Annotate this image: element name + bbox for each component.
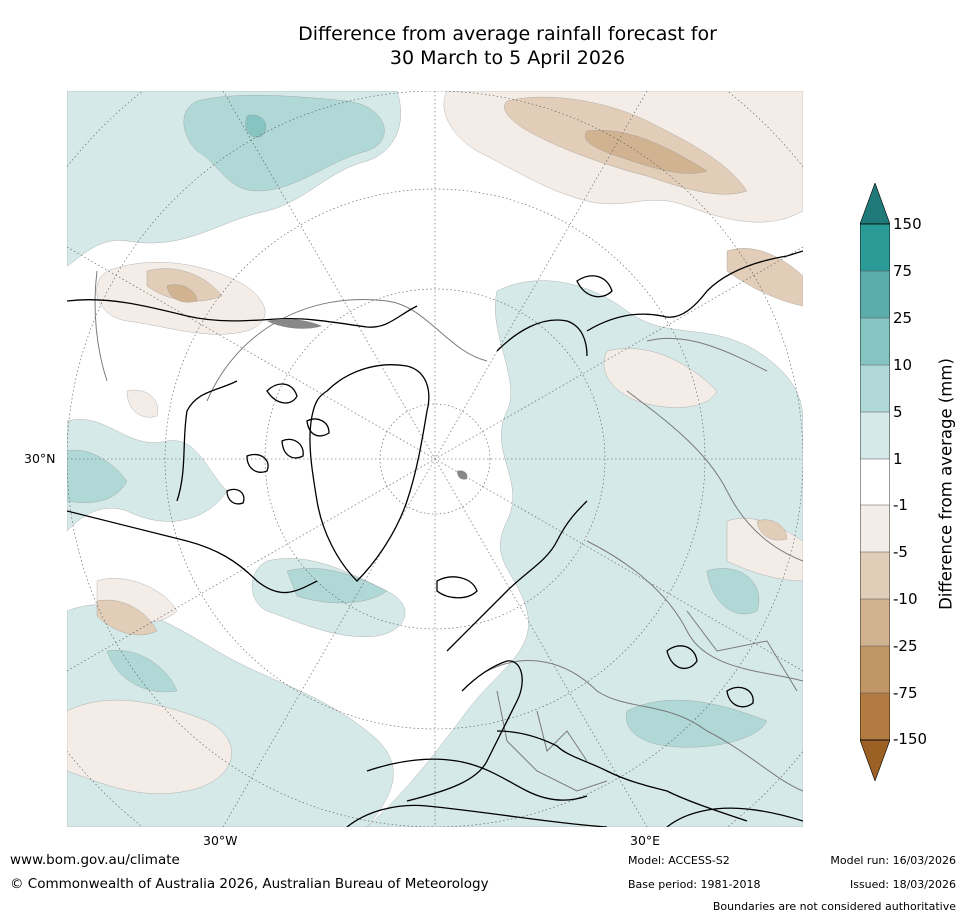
anomaly-dry-10-25-regions bbox=[166, 130, 708, 303]
country-boundaries bbox=[94, 270, 803, 792]
colorbar-band-75-150 bbox=[860, 224, 890, 271]
colorbar-band-m25-m75 bbox=[860, 646, 890, 693]
colorbar-tick-25: 25 bbox=[893, 309, 913, 327]
rainfall-anomaly-map bbox=[67, 91, 803, 827]
colorbar-tick-minus-25: -25 bbox=[893, 637, 918, 655]
copyright-text: © Commonwealth of Australia 2026, Austra… bbox=[10, 876, 489, 892]
colorbar-band-10-25 bbox=[860, 318, 890, 365]
colorbar-tick-minus-150: -150 bbox=[893, 730, 928, 748]
latitude-label-30n: 30°N bbox=[24, 451, 56, 466]
longitude-label-30e: 30°E bbox=[630, 833, 661, 848]
colorbar-band-m10-m25 bbox=[860, 599, 890, 646]
colorbar-tick-minus-1: -1 bbox=[893, 496, 908, 514]
colorbar-band-neutral bbox=[860, 459, 890, 505]
colorbar-band-m5-m10 bbox=[860, 552, 890, 599]
model-name: Model: ACCESS-S2 bbox=[628, 854, 730, 867]
base-period: Base period: 1981-2018 bbox=[628, 878, 761, 891]
colorbar-band-m1-m5 bbox=[860, 505, 890, 552]
colorbar-frame bbox=[860, 223, 890, 741]
title-line-2: 30 March to 5 April 2026 bbox=[389, 47, 626, 69]
sea-ice-marks bbox=[267, 318, 468, 480]
colorbar-band-5-10 bbox=[860, 365, 890, 412]
model-run-date: Model run: 16/03/2026 bbox=[830, 854, 956, 867]
colorbar-tick-minus-75: -75 bbox=[893, 684, 918, 702]
colorbar-extend-top bbox=[860, 183, 890, 225]
colorbar-tick-10: 10 bbox=[893, 356, 913, 374]
colorbar-tick-1: 1 bbox=[893, 450, 903, 468]
colorbar-tick-75: 75 bbox=[893, 262, 913, 280]
colorbar-band-1-5 bbox=[860, 412, 890, 459]
colorbar-band-25-75 bbox=[860, 271, 890, 318]
map-canvas bbox=[67, 91, 803, 827]
bom-website-link[interactable]: www.bom.gov.au/climate bbox=[10, 852, 180, 868]
colorbar-extend-bottom bbox=[860, 739, 890, 781]
colorbar-tick-minus-5: -5 bbox=[893, 543, 908, 561]
boundary-disclaimer: Boundaries are not considered authoritat… bbox=[712, 900, 956, 913]
colorbar-tick-minus-10: -10 bbox=[893, 590, 918, 608]
colorbar-label: Difference from average (mm) bbox=[936, 358, 956, 610]
colorbar bbox=[860, 183, 890, 781]
colorbar-tick-150: 150 bbox=[893, 215, 922, 233]
longitude-label-30w: 30°W bbox=[203, 833, 238, 848]
colorbar-tick-5: 5 bbox=[893, 403, 903, 421]
issued-date: Issued: 18/03/2026 bbox=[849, 878, 956, 891]
colorbar-dividers bbox=[860, 270, 890, 694]
coastlines bbox=[67, 250, 803, 827]
map-title: Difference from average rainfall forecas… bbox=[180, 22, 835, 70]
title-line-1: Difference from average rainfall forecas… bbox=[298, 23, 717, 45]
colorbar-band-m75-m150 bbox=[860, 693, 890, 740]
